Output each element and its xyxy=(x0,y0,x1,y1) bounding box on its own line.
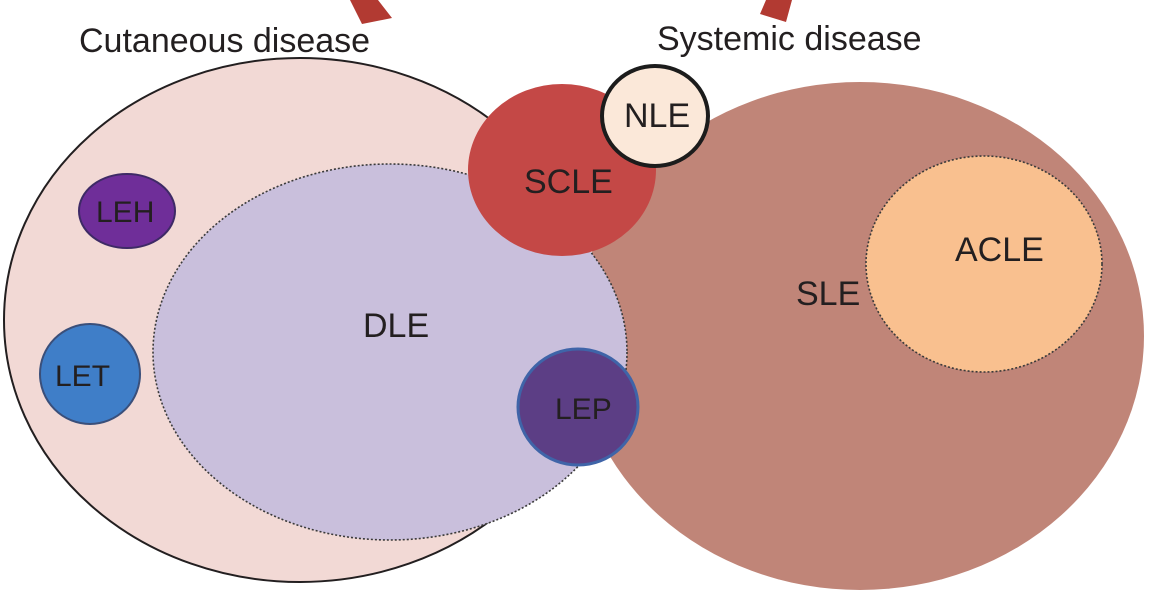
lep-region xyxy=(516,347,640,467)
let-region xyxy=(39,323,141,425)
lep-label: LEP xyxy=(555,393,612,426)
systemic-title: Systemic disease xyxy=(657,20,922,58)
leh-region xyxy=(78,173,176,249)
nle-label: NLE xyxy=(624,97,690,135)
dle-label: DLE xyxy=(363,307,429,345)
systemic-arrow-icon xyxy=(760,0,792,22)
cutaneous-title: Cutaneous disease xyxy=(79,22,370,60)
acle-label: ACLE xyxy=(955,231,1044,269)
sle-label: SLE xyxy=(796,275,860,313)
acle-region xyxy=(865,155,1103,373)
nle-region xyxy=(600,64,710,168)
let-label: LET xyxy=(55,360,110,393)
leh-label: LEH xyxy=(96,196,154,229)
scle-label: SCLE xyxy=(524,163,613,201)
dle-region xyxy=(152,163,628,541)
cutaneous-arrow-icon xyxy=(350,0,392,24)
